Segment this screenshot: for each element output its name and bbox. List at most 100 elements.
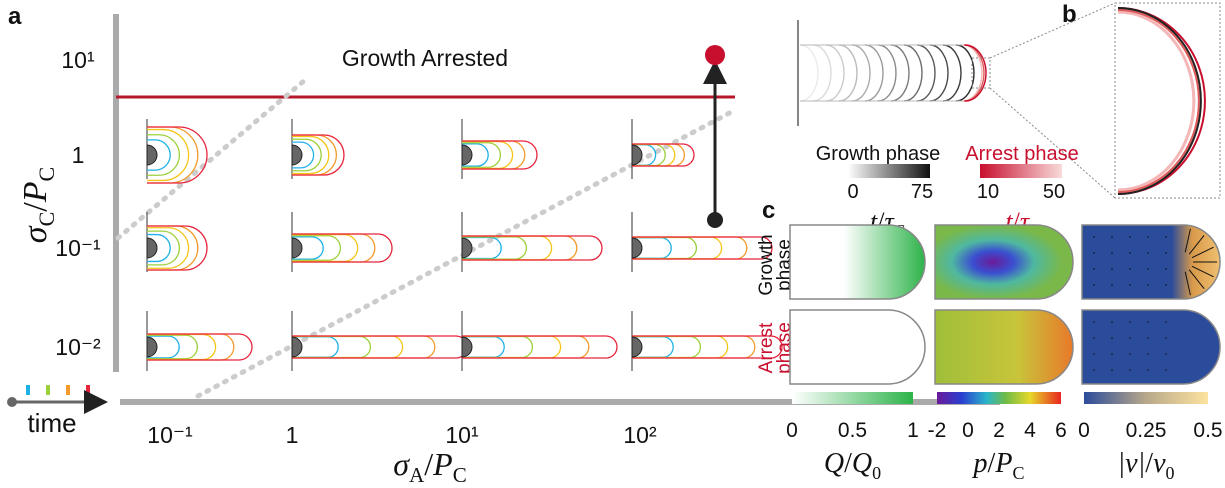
growth-front [864,44,884,102]
colorbar [1084,392,1208,404]
subscript: C [34,167,59,182]
x-tick-label: 10⁻¹ [147,422,193,448]
front [1117,7,1202,195]
y-axis-label: σC/PC [17,167,59,243]
slash: / [17,202,54,212]
symbol: t [1005,207,1013,236]
contour [292,335,404,359]
x-tick-label: 1 [286,422,299,448]
y-tick-label: 10⁻¹ [55,235,101,261]
nucleus [291,336,303,358]
x-tick-label: 10¹ [445,422,479,448]
velocity-dot [1165,321,1167,323]
contour [462,235,603,261]
contour [292,141,315,169]
contour [147,334,198,360]
field [1081,224,1221,300]
x-tick-label: 10² [623,422,657,448]
nucleus [146,237,158,259]
velocity-dot [1129,321,1131,323]
x-axis-label: σA/PC [393,446,466,483]
contour [147,230,180,266]
panel-label: a [8,3,22,30]
symbol: v [1153,448,1166,479]
colorbar-tick: 0.5 [838,419,867,442]
contour [147,126,208,184]
growth-front [903,44,923,102]
y-tick-label: 10¹ [61,47,95,73]
velocity-dot [1093,337,1095,339]
contour [292,135,330,175]
contour [292,335,436,359]
growth-front [955,44,975,102]
time-origin [7,397,17,407]
growth-front [799,44,819,102]
row-label-line: Growth [756,234,777,295]
start-dot [707,212,723,228]
colorbar-tick: -2 [928,419,947,442]
velocity-dot [1111,321,1113,323]
colorbar-tick: 0.5 [1193,419,1222,442]
contour [147,333,235,361]
colorbar-label: |v|/v0 [1117,448,1174,483]
velocity-arrow [1184,271,1191,296]
symbol: σ [393,446,410,482]
contour [632,335,729,359]
velocity-dot [1111,284,1113,286]
arrest-front [963,44,985,102]
symbol: τ [1020,207,1031,236]
zoom-panel [1114,2,1221,199]
symbol: t [870,207,878,236]
velocity-dot [1111,236,1113,238]
colorbar-tick: 4 [1024,419,1036,442]
velocity-arrow [1191,265,1214,278]
contour [147,335,180,359]
growth-front [890,44,910,102]
subscript: C [1012,463,1024,483]
velocity-dot [1093,321,1095,323]
velocity-dot [1111,369,1113,371]
colorbar-tick: 0 [1078,419,1090,442]
colorbar-tick: 1 [907,419,919,442]
panel-label: c [762,197,775,224]
growth-front [838,44,858,102]
velocity-dot [1111,353,1113,355]
velocity-dot [1165,353,1167,355]
velocity-dot [1093,236,1095,238]
y-tick-label: 10⁻² [55,334,101,360]
velocity-dot [1093,353,1095,355]
field [789,309,926,385]
velocity-dot [1147,337,1149,339]
velocity-dot [1129,284,1131,286]
contour [147,225,208,271]
contour [292,236,324,260]
slash: / [424,446,433,482]
growth-front [942,44,962,102]
growth-front [916,44,936,102]
colorbar-title: Growth phase [816,143,941,165]
velocity-dot [1093,252,1095,254]
colorbar-tick: 0.25 [1126,419,1167,442]
nucleus [631,336,643,358]
colorbar-tick: 10 [977,181,999,203]
nucleus [291,237,303,259]
colorbar-tick: 0 [847,181,858,203]
field [789,224,926,300]
contour [292,335,468,359]
colorbar [848,164,930,178]
contour [462,140,514,170]
colorbar [937,392,1061,404]
symbol: Q [824,448,844,479]
velocity-dot [1093,268,1095,270]
fields [789,224,1221,385]
symbol: σ [17,225,54,243]
contour [462,335,533,359]
velocity-arrow [1191,246,1214,259]
slash: / [1145,448,1153,479]
field [934,224,1074,300]
arrest-front [962,44,983,102]
contour [462,236,502,260]
nucleus [461,237,473,259]
contour [292,233,376,263]
